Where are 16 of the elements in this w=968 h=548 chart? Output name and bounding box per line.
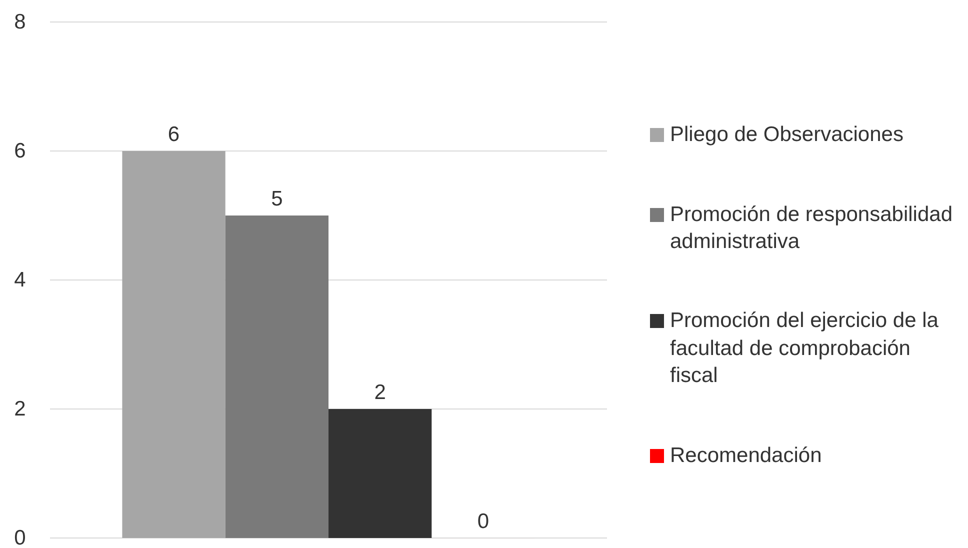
bar bbox=[328, 409, 432, 538]
y-tick-label: 4 bbox=[14, 268, 26, 292]
bar bbox=[122, 151, 226, 538]
y-tick-label: 0 bbox=[14, 526, 26, 548]
legend-label: Pliego de Observaciones bbox=[670, 122, 904, 148]
legend-label: Promoción de responsabilidad administrativa bbox=[670, 202, 954, 255]
legend-label: Recomendación bbox=[670, 442, 822, 469]
y-tick-label: 2 bbox=[14, 398, 26, 421]
data-label: 5 bbox=[271, 188, 283, 210]
data-label: 0 bbox=[477, 510, 490, 533]
y-tick-label: 6 bbox=[14, 140, 26, 163]
legend-label: Promoción del ejercicio de la facultad de comprobación fiscal bbox=[670, 308, 940, 390]
data-label: 2 bbox=[374, 381, 386, 404]
y-tick-label: 8 bbox=[14, 10, 26, 34]
data-label: 6 bbox=[168, 123, 180, 146]
bar bbox=[225, 216, 328, 538]
